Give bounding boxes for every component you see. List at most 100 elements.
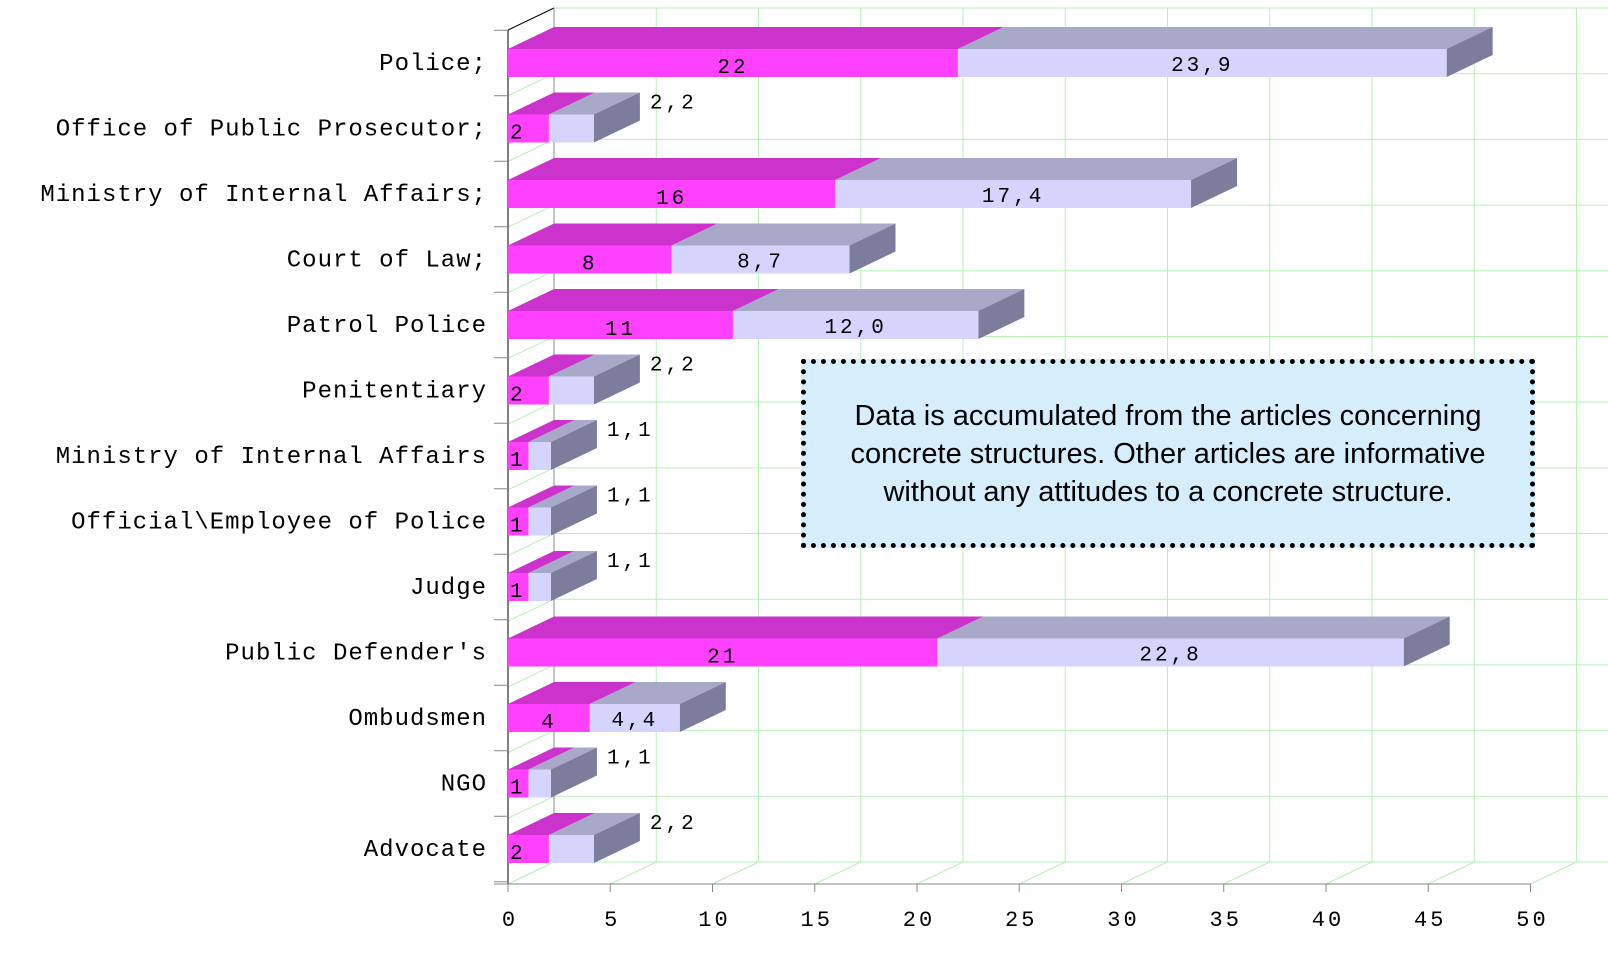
bar-series1 (508, 507, 529, 536)
bar-side (978, 289, 1025, 339)
bar-top-series1 (508, 813, 595, 835)
bar-series2 (957, 49, 1447, 77)
category-label: Ministry of Internal Affairs (56, 444, 487, 471)
category-label: Penitentiary (302, 379, 487, 406)
category-label: Patrol Police (287, 313, 487, 340)
bar-series1 (508, 114, 549, 143)
value-label-series1: 16 (656, 188, 687, 211)
x-tick-label: 0 (502, 908, 518, 933)
wall-top-edge (507, 7, 555, 31)
value-label-series1: 4 (541, 712, 557, 735)
bar-top-series1 (508, 551, 575, 573)
bar-side (593, 354, 640, 405)
bar-top-series1 (508, 223, 718, 246)
bar-series2 (528, 442, 551, 470)
gridline-wall (507, 795, 555, 819)
category-label: Ministry of Internal Affairs; (40, 182, 487, 209)
bar-side (1191, 158, 1238, 208)
gridline-floor (610, 861, 657, 885)
bar-series2 (528, 507, 551, 536)
bar-top-series1 (508, 616, 984, 639)
bar-series1 (508, 704, 590, 732)
value-label-series2: 23,9 (1171, 55, 1233, 78)
gridline-floor (1019, 861, 1066, 885)
gridline-floor (1121, 861, 1168, 885)
bar-top-series1 (508, 354, 595, 377)
x-tick-label: 30 (1107, 908, 1139, 933)
bar-top-series1 (508, 485, 575, 508)
value-label-series1: 1 (510, 450, 526, 473)
bar-series1 (508, 769, 529, 798)
value-label-series2: 1,1 (607, 486, 654, 509)
bar-side (593, 92, 640, 143)
gridline-floor (916, 861, 964, 885)
value-label-series1: 11 (605, 319, 636, 342)
bar-series2 (548, 376, 594, 405)
bar-side (849, 223, 896, 274)
category-label: Official\Employee of Police (71, 510, 487, 537)
bar-top-series1 (508, 92, 595, 115)
bar-series1 (508, 245, 672, 274)
value-label-series1: 8 (582, 254, 598, 277)
gridline-wall (507, 730, 555, 754)
category-label: Advocate (364, 837, 487, 864)
value-label-series2: 17,4 (982, 186, 1044, 209)
gridline-wall (507, 336, 555, 359)
bar-side (1446, 27, 1493, 77)
bar-side (679, 682, 726, 732)
bar-side (1403, 616, 1450, 667)
gridline-floor (507, 861, 555, 885)
value-label-series2: 1,1 (607, 420, 654, 443)
bar-side (550, 551, 597, 601)
annotation-text: Data is accumulated from the articles co… (850, 399, 1486, 508)
gridline-wall (507, 533, 555, 556)
annotation-box: Data is accumulated from the articles co… (801, 359, 1535, 548)
x-tick-label: 15 (801, 908, 833, 933)
value-label-series2: 8,7 (737, 252, 784, 275)
bar-series1 (508, 573, 529, 601)
bar-side (593, 813, 640, 863)
gridline-wall (507, 204, 555, 228)
category-label: Court of Law; (287, 248, 487, 275)
value-label-series1: 1 (510, 516, 526, 539)
gridline-wall (507, 401, 555, 425)
value-label-series2: 1,1 (607, 551, 654, 574)
bar-series1 (508, 376, 549, 405)
value-label-series1: 2 (510, 123, 526, 146)
bar-top-series1 (508, 27, 1004, 49)
gridline-floor (1530, 861, 1577, 885)
bar-side (550, 747, 597, 798)
x-tick-label: 10 (698, 908, 730, 933)
value-label-series2: 4,4 (611, 710, 658, 733)
gridline-wall (507, 598, 555, 622)
bar-top-series1 (508, 289, 779, 311)
bar-top-series2 (937, 616, 1450, 639)
bar-series1 (508, 835, 549, 863)
bar-series2 (528, 769, 551, 798)
value-label-series2: 12,0 (824, 317, 886, 340)
bar-series2 (835, 180, 1192, 208)
gridline-wall (507, 73, 555, 97)
bar-series1 (508, 311, 733, 339)
bar-top-series2 (835, 158, 1238, 180)
gridline-floor (814, 861, 861, 885)
gridline-floor (712, 861, 759, 885)
category-label: Office of Public Prosecutor; (56, 117, 487, 144)
bar-top-series2 (528, 551, 597, 573)
value-label-series1: 1 (510, 778, 526, 801)
gridline-floor (1223, 861, 1270, 885)
value-label-series1: 1 (510, 581, 526, 604)
gridline-floor (1325, 861, 1373, 885)
bar-series2 (732, 311, 979, 339)
bar-series2 (589, 704, 680, 732)
value-label-series1: 21 (707, 647, 738, 670)
bar-series2 (528, 573, 551, 601)
bar-top-series2 (548, 813, 640, 835)
bar-top-series2 (528, 485, 597, 508)
bar-top-series2 (589, 682, 726, 704)
value-label-series1: 22 (717, 57, 748, 80)
gridline-wall (507, 467, 555, 491)
bar-top-series2 (528, 747, 597, 770)
bar-top-series2 (957, 27, 1493, 49)
